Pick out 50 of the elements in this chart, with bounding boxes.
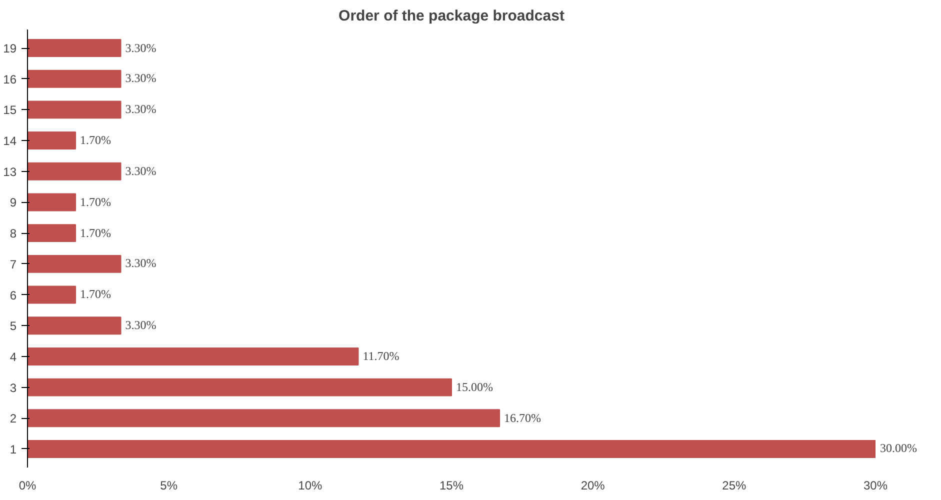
y-tick-label: 5	[10, 319, 17, 334]
data-label: 1.70%	[80, 226, 112, 241]
bar	[28, 316, 122, 335]
x-tick-label: 5%	[160, 478, 178, 492]
x-tick-label: 0%	[18, 478, 36, 492]
x-tick-label: 20%	[580, 478, 606, 492]
bar	[28, 100, 122, 119]
y-tick-label: 1	[10, 442, 17, 456]
y-tick-label: 19	[3, 42, 17, 56]
data-label: 1.70%	[80, 287, 112, 302]
bar	[28, 378, 452, 396]
data-label: 3.30%	[125, 102, 156, 118]
bar	[28, 254, 122, 273]
data-label: 3.30%	[125, 164, 156, 179]
bar	[28, 70, 122, 88]
data-label: 30.00%	[880, 441, 917, 456]
y-tick-label: 9	[10, 196, 17, 210]
bar	[28, 132, 76, 150]
bar	[28, 162, 122, 180]
y-tick-label: 7	[10, 257, 17, 272]
y-tick-label: 2	[10, 412, 17, 426]
data-label: 15.00%	[456, 380, 493, 395]
x-tick-label: 10%	[298, 478, 323, 492]
data-label: 11.70%	[362, 348, 400, 364]
bar	[28, 440, 876, 458]
data-label: 3.30%	[125, 318, 156, 334]
y-tick-label: 16	[3, 72, 17, 86]
data-label: 1.70%	[80, 133, 112, 148]
y-tick-label: 4	[10, 350, 17, 364]
bar	[28, 286, 76, 304]
x-tick-label: 15%	[439, 478, 464, 492]
y-tick-label: 8	[10, 226, 17, 241]
bar	[28, 347, 359, 366]
data-label: 3.30%	[125, 71, 156, 86]
x-tick-label: 30%	[863, 478, 888, 492]
y-tick-label: 15	[3, 103, 17, 118]
y-tick-label: 6	[10, 288, 17, 302]
y-tick-label: 14	[3, 134, 17, 148]
y-tick-label: 13	[3, 164, 17, 179]
bar	[28, 224, 76, 242]
y-tick-label: 3	[10, 380, 17, 395]
bar	[28, 193, 76, 212]
data-label: 1.70%	[80, 194, 112, 210]
data-label: 16.70%	[504, 410, 542, 426]
x-tick-label: 25%	[722, 478, 747, 492]
data-label: 3.30%	[125, 256, 156, 272]
chart-title: Order of the package broadcast	[338, 8, 564, 24]
data-label: 3.30%	[125, 40, 156, 56]
bar	[28, 409, 500, 428]
bar	[28, 39, 122, 57]
